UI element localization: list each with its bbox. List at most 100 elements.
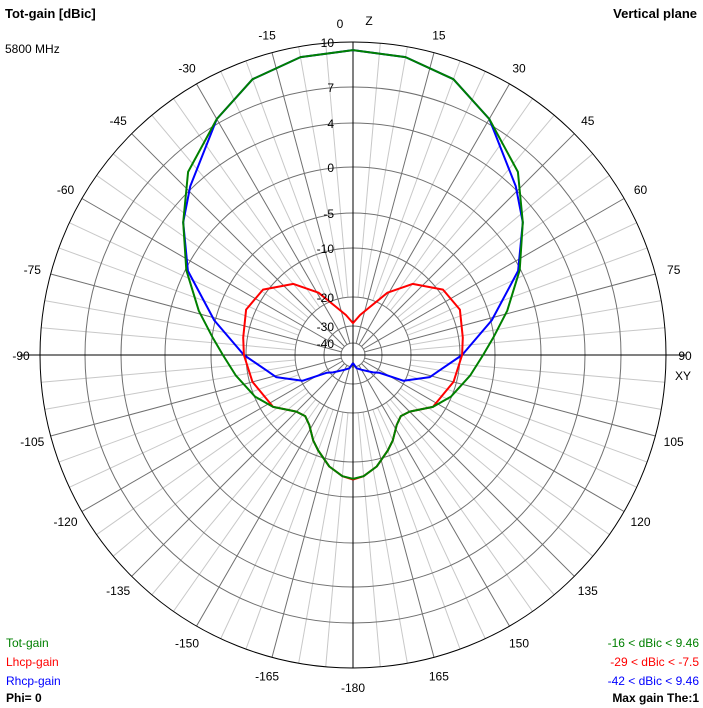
minor-radial-gridline	[69, 379, 301, 488]
angle-tick-label: 90	[678, 349, 692, 363]
minor-radial-gridline	[405, 379, 637, 488]
major-radial-gridline	[363, 198, 625, 350]
minor-radial-gridline	[173, 402, 321, 612]
major-radial-gridline	[361, 363, 575, 577]
angle-tick-label: 105	[664, 435, 684, 449]
minor-radial-gridline	[407, 247, 648, 336]
minor-radial-gridline	[298, 46, 344, 298]
major-radial-gridline	[50, 273, 342, 353]
major-radial-gridline	[358, 365, 510, 627]
grid	[20, 41, 686, 669]
minor-radial-gridline	[58, 247, 299, 336]
major-radial-gridline	[196, 83, 348, 345]
minor-radial-gridline	[377, 71, 486, 303]
angle-tick-label: 150	[509, 637, 529, 651]
major-radial-gridline	[361, 133, 575, 347]
major-radial-gridline	[364, 273, 656, 353]
minor-radial-gridline	[357, 412, 381, 667]
tick-labels: 0153045607590105120135150165-180-165-150…	[12, 14, 692, 695]
minor-radial-gridline	[410, 364, 662, 410]
angle-tick-label: -120	[53, 515, 77, 529]
legend-rhcp-gain: Rhcp-gain	[6, 674, 61, 688]
angle-tick-label: 60	[634, 183, 648, 197]
phi-label: Phi= 0	[6, 691, 42, 705]
major-radial-gridline	[131, 133, 345, 347]
major-radial-gridline	[363, 360, 625, 512]
angle-tick-label: -30	[178, 62, 196, 76]
minor-radial-gridline	[245, 60, 334, 301]
minor-radial-gridline	[96, 387, 306, 535]
angle-tick-label: 30	[512, 62, 526, 76]
angle-tick-label: -180	[341, 681, 365, 695]
xy-axis-label: XY	[675, 369, 691, 383]
major-radial-gridline	[196, 365, 348, 627]
minor-radial-gridline	[220, 71, 329, 303]
minor-radial-gridline	[112, 391, 309, 557]
range-rhcp-gain: -42 < dBic < 9.46	[607, 674, 699, 688]
angle-tick-label: -165	[255, 670, 279, 684]
minor-radial-gridline	[151, 399, 317, 596]
minor-radial-gridline	[397, 153, 594, 319]
minor-radial-gridline	[325, 43, 349, 298]
angle-tick-label: -75	[24, 263, 42, 277]
radial-tick-label: 4	[327, 117, 334, 131]
radial-tick-label: -20	[317, 291, 335, 305]
minor-radial-gridline	[410, 300, 662, 346]
plane-label: Vertical plane	[613, 6, 697, 21]
minor-radial-gridline	[400, 175, 610, 323]
radial-tick-label: -40	[317, 337, 335, 351]
minor-radial-gridline	[389, 114, 555, 311]
radial-tick-label: 7	[327, 81, 334, 95]
minor-radial-gridline	[410, 359, 665, 383]
range-tot-gain: -16 < dBic < 9.46	[607, 636, 699, 650]
major-radial-gridline	[50, 357, 342, 437]
minor-radial-gridline	[385, 98, 533, 308]
minor-radial-gridline	[151, 114, 317, 311]
legend-tot-gain: Tot-gain	[6, 636, 49, 650]
major-radial-gridline	[81, 360, 343, 512]
angle-tick-label: -60	[57, 183, 75, 197]
range-lhcp-gain: -29 < dBic < -7.5	[610, 655, 699, 669]
minor-radial-gridline	[372, 60, 461, 301]
angle-tick-label: 45	[581, 114, 595, 128]
minor-radial-gridline	[41, 327, 296, 351]
legend-lhcp-gain: Lhcp-gain	[6, 655, 59, 669]
radial-tick-label: 0	[327, 161, 334, 175]
angle-tick-label: 0	[337, 17, 344, 31]
minor-radial-gridline	[410, 327, 665, 351]
minor-radial-gridline	[112, 153, 309, 319]
radial-tick-label: 10	[321, 36, 335, 50]
minor-radial-gridline	[400, 387, 610, 535]
angle-tick-label: -105	[20, 435, 44, 449]
angle-tick-label: 15	[432, 28, 446, 42]
angle-tick-label: -45	[110, 114, 128, 128]
angle-tick-label: 75	[667, 263, 681, 277]
angle-tick-label: -150	[175, 637, 199, 651]
minor-radial-gridline	[69, 222, 301, 331]
major-radial-gridline	[364, 357, 656, 437]
minor-radial-gridline	[397, 391, 594, 557]
major-radial-gridline	[131, 363, 345, 577]
angle-tick-label: -15	[258, 28, 276, 42]
angle-tick-label: -90	[12, 349, 30, 363]
minor-radial-gridline	[220, 407, 329, 639]
minor-radial-gridline	[385, 402, 533, 612]
chart-title: Tot-gain [dBic]	[5, 6, 96, 21]
minor-radial-gridline	[96, 175, 306, 323]
radial-tick-label: -5	[323, 207, 334, 221]
major-radial-gridline	[271, 52, 351, 344]
minor-radial-gridline	[405, 222, 637, 331]
minor-radial-gridline	[362, 46, 408, 298]
minor-radial-gridline	[389, 399, 555, 596]
minor-radial-gridline	[44, 364, 296, 410]
radial-tick-label: -30	[317, 320, 335, 334]
major-radial-gridline	[355, 366, 435, 658]
radial-tick-label: -10	[317, 242, 335, 256]
curves	[182, 49, 524, 481]
major-radial-gridline	[81, 198, 343, 350]
minor-radial-gridline	[357, 43, 381, 298]
angle-tick-label: 120	[630, 515, 650, 529]
major-radial-gridline	[271, 366, 351, 658]
minor-radial-gridline	[325, 412, 349, 667]
minor-radial-gridline	[362, 412, 408, 664]
